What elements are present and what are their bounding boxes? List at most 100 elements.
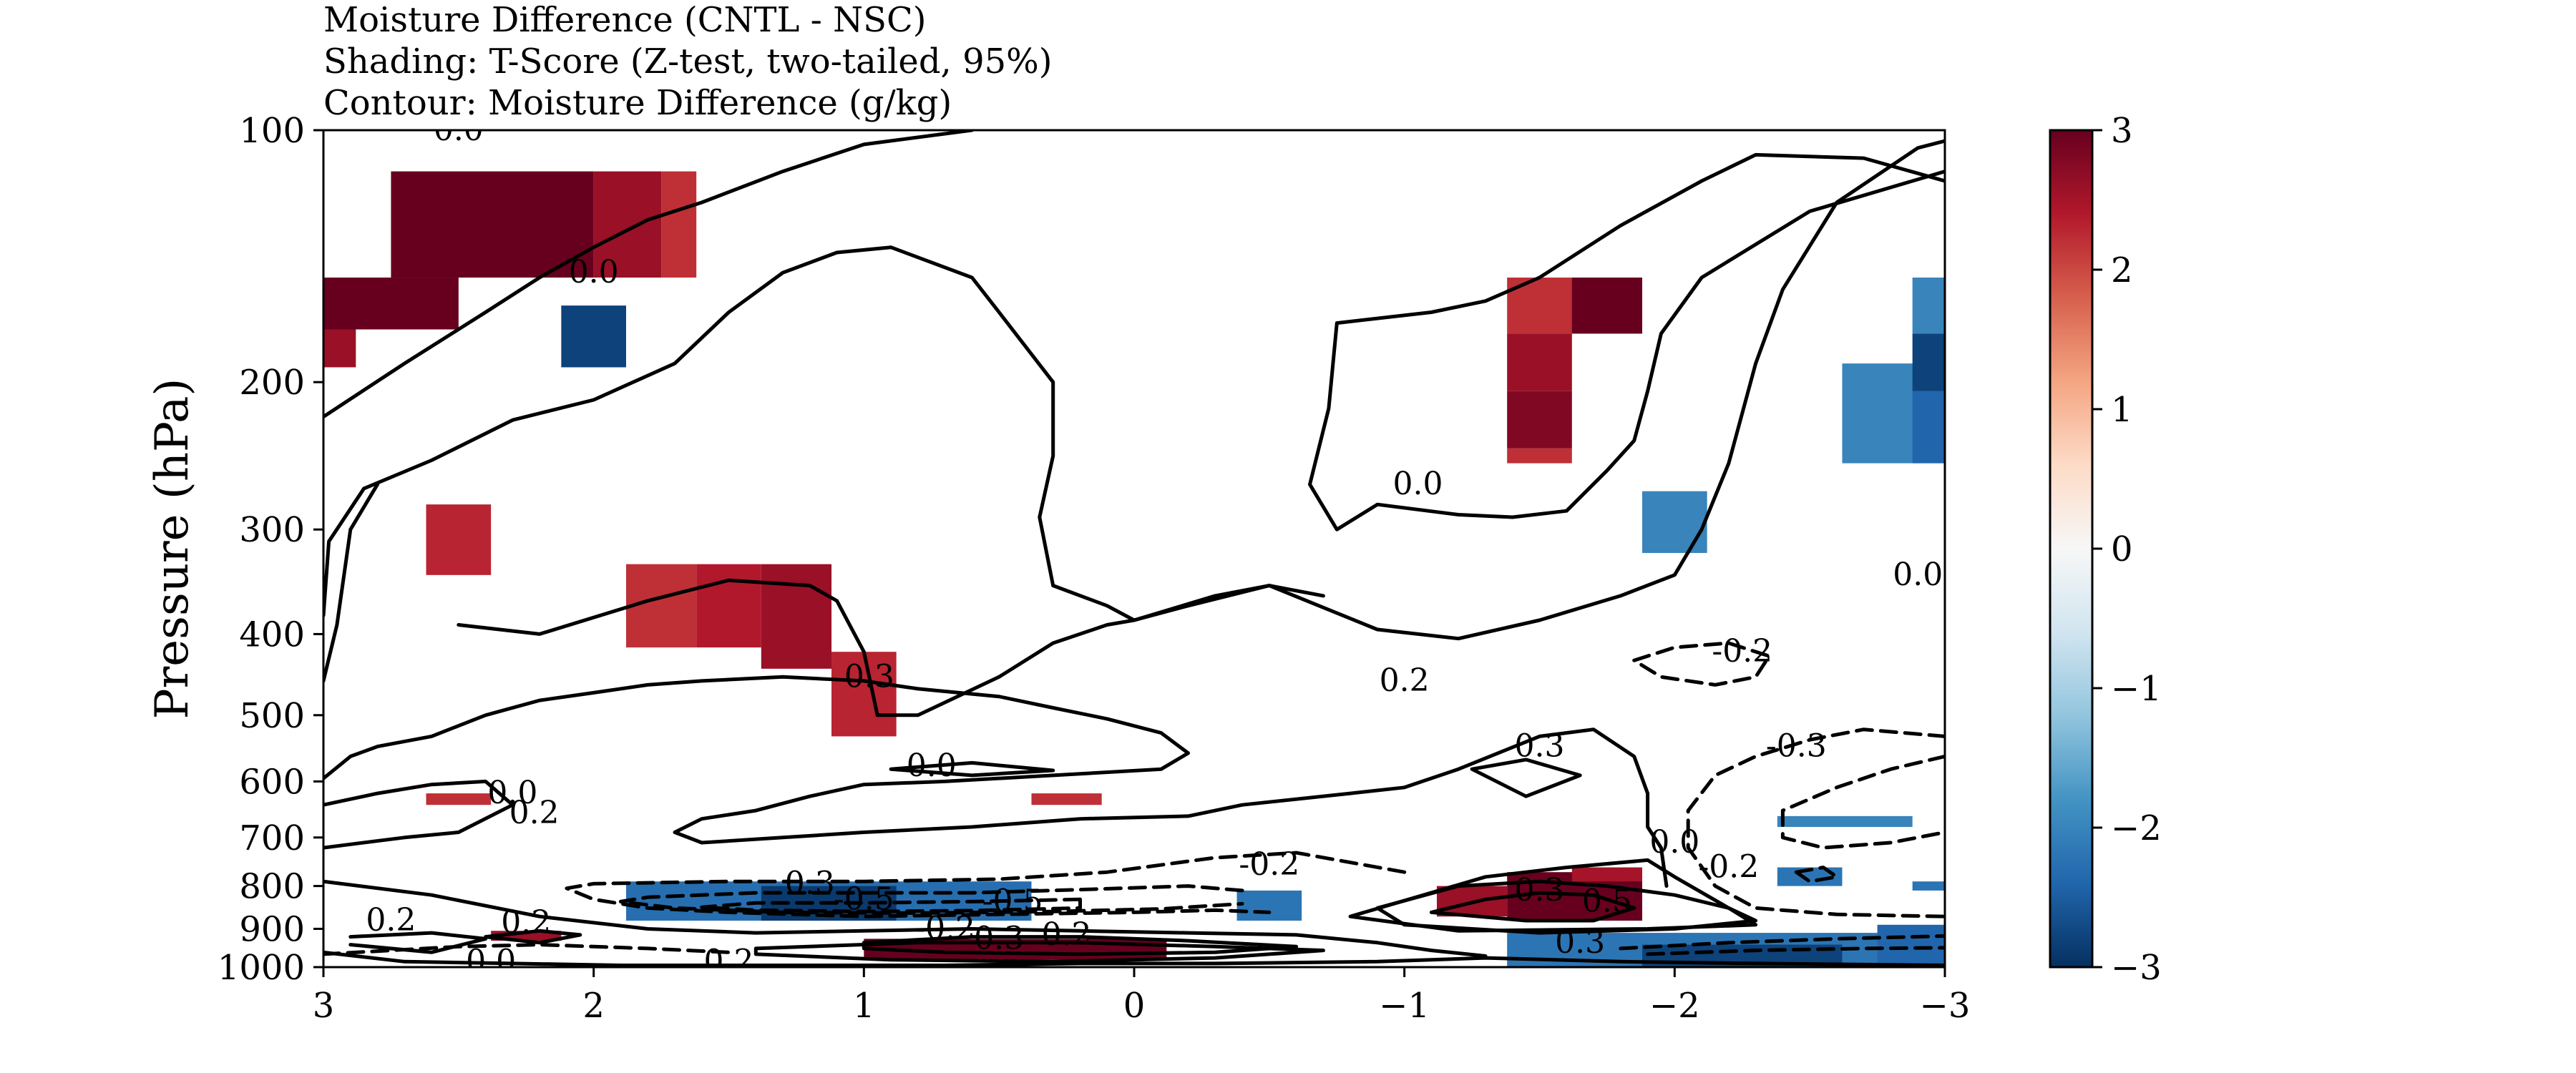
negative-contour-line bbox=[1632, 641, 1771, 687]
colorbar-tick-label: −3 bbox=[2111, 948, 2162, 988]
shading-cell bbox=[323, 278, 459, 330]
y-tick-label: 300 bbox=[239, 510, 305, 550]
colorbar-tick-label: 2 bbox=[2111, 250, 2133, 290]
y-tick-label: 100 bbox=[239, 111, 305, 151]
contour-label: -0.2 bbox=[914, 910, 975, 946]
shading-cell bbox=[1571, 278, 1643, 334]
contour-label: 0.5 bbox=[1582, 883, 1632, 919]
contour-line bbox=[323, 779, 514, 850]
x-tick-label: 3 bbox=[313, 986, 335, 1026]
shading-cell bbox=[1236, 890, 1302, 921]
y-tick-label: 400 bbox=[239, 614, 305, 655]
contour-line bbox=[753, 941, 1325, 964]
contour-label: 0.2 bbox=[1380, 662, 1430, 699]
contour-label: -0.5 bbox=[982, 883, 1043, 919]
x-tick-label: 2 bbox=[582, 986, 605, 1026]
colorbar-tick-label: 1 bbox=[2111, 390, 2133, 430]
y-tick-label: 900 bbox=[239, 909, 305, 949]
chart-title-line-1: Moisture Difference (CNTL - NSC) bbox=[323, 0, 927, 40]
shading-cell bbox=[831, 652, 897, 737]
shading-cell bbox=[426, 793, 492, 805]
shading-cell bbox=[561, 305, 626, 368]
contour-label: 0.3 bbox=[1515, 728, 1565, 765]
shading-cell bbox=[1777, 815, 1913, 828]
contour-line bbox=[889, 760, 1055, 778]
y-tick-label: 800 bbox=[239, 867, 305, 907]
y-tick-label: 600 bbox=[239, 762, 305, 802]
shading-cell bbox=[1507, 333, 1572, 391]
shading-cell bbox=[696, 564, 761, 648]
shading-layer bbox=[323, 171, 1945, 967]
shading-cell bbox=[426, 504, 492, 575]
colorbar-tick-label: 3 bbox=[2111, 111, 2133, 151]
shading-cell bbox=[1507, 391, 1572, 449]
contour-label: 0.0 bbox=[569, 254, 619, 290]
contour-line bbox=[1308, 152, 1945, 531]
contour-label: 0.0 bbox=[907, 748, 957, 784]
shading-cell bbox=[1912, 391, 1945, 464]
contour-layer bbox=[323, 130, 1945, 967]
negative-contour-line bbox=[323, 943, 731, 956]
contour-label: 0.3 bbox=[1515, 872, 1565, 908]
y-tick-label: 200 bbox=[239, 363, 305, 403]
contour-line bbox=[323, 950, 1945, 967]
negative-contour-line bbox=[1619, 934, 1945, 951]
contour-line bbox=[457, 578, 1325, 717]
colorbar-tick-label: −2 bbox=[2111, 808, 2162, 848]
contour-label: 0.0 bbox=[487, 775, 537, 811]
shading-cell bbox=[1571, 867, 1643, 882]
contour-label: 0.0 bbox=[1649, 824, 1699, 861]
y-axis-label: Pressure (hPa) bbox=[146, 378, 199, 720]
negative-contour-line bbox=[1794, 866, 1839, 883]
contour-label: 0.3 bbox=[844, 658, 894, 695]
contour-label: -0.2 bbox=[1698, 849, 1759, 886]
colorbar: 3 2 1 0 −1 −2 −3 bbox=[2049, 111, 2162, 988]
y-tick-label: 1000 bbox=[218, 948, 305, 988]
contour-label: 0.2 bbox=[366, 902, 416, 939]
colorbar-tick-label: −1 bbox=[2111, 669, 2162, 709]
contour-label: 0.2 bbox=[1042, 916, 1092, 953]
colorbar-tick-label: 0 bbox=[2111, 529, 2133, 569]
chart-title-line-2: Shading: T-Score (Z-test, two-tailed, 95… bbox=[323, 41, 1053, 82]
colorbar-gradient bbox=[2049, 129, 2094, 969]
contour-line bbox=[323, 482, 379, 683]
contour-label: 0.0 bbox=[1393, 466, 1443, 502]
x-tick-label: −1 bbox=[1379, 986, 1430, 1026]
negative-contour-line bbox=[1780, 754, 1945, 850]
shading-cell bbox=[625, 564, 697, 648]
negative-contour-line bbox=[700, 897, 1082, 913]
contour-line bbox=[323, 130, 974, 419]
contour-line bbox=[323, 675, 1669, 888]
shading-cell bbox=[593, 171, 662, 278]
negative-contour-line bbox=[565, 851, 1407, 918]
contour-label: -0.2 bbox=[1239, 846, 1299, 883]
contour-line bbox=[1348, 858, 1758, 933]
x-axis: 3 2 1 0 −1 −2 −3 bbox=[313, 967, 1971, 1026]
contour-line bbox=[1429, 891, 1636, 923]
chart-title-line-3: Contour: Moisture Difference (g/kg) bbox=[323, 83, 952, 123]
y-tick-label: 700 bbox=[239, 818, 305, 858]
x-tick-label: −3 bbox=[1920, 986, 1971, 1026]
negative-contour-line bbox=[1686, 727, 1945, 918]
contour-label: 0.2 bbox=[501, 904, 551, 941]
contour-label: -0.5 bbox=[834, 881, 894, 917]
contour-line bbox=[323, 879, 1488, 958]
shading-cell bbox=[661, 171, 697, 278]
contour-label: 0.0 bbox=[434, 112, 484, 148]
contour-label: 0.2 bbox=[704, 943, 754, 979]
contour-line bbox=[484, 929, 582, 945]
contour-label: -0.3 bbox=[1766, 728, 1827, 765]
x-tick-label: 0 bbox=[1123, 986, 1146, 1026]
negative-contour-line bbox=[618, 884, 1244, 915]
contour-label: 0.3 bbox=[974, 920, 1024, 956]
shading-cell bbox=[391, 171, 594, 278]
shading-cell bbox=[1912, 278, 1945, 334]
contour-label: -0.2 bbox=[1712, 633, 1772, 670]
contour-line bbox=[323, 139, 1945, 641]
x-tick-label: −2 bbox=[1649, 986, 1700, 1026]
contour-label: 0.2 bbox=[509, 795, 560, 831]
contour-line bbox=[1470, 758, 1582, 798]
shading-cell bbox=[1642, 491, 1707, 554]
